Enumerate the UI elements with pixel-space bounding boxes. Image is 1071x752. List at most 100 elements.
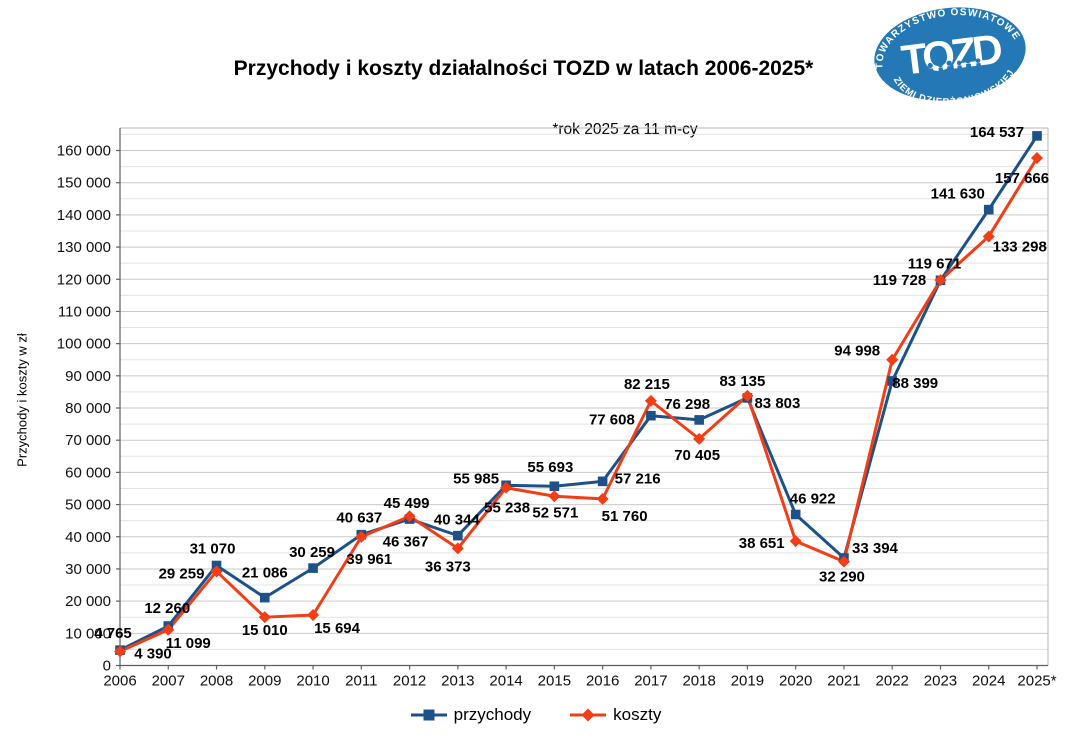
data-label-koszty: 55 238 [484, 500, 530, 517]
data-label-przychody: 40 344 [434, 512, 481, 529]
data-label-przychody: 83 135 [719, 373, 765, 390]
data-point-marker-koszty [403, 510, 416, 523]
x-tick-label: 2020 [779, 673, 812, 690]
x-tick-label: 2017 [634, 673, 667, 690]
x-tick-label: 2024 [972, 673, 1005, 690]
data-label-koszty: 39 961 [346, 551, 392, 568]
data-point-marker-koszty [210, 565, 223, 578]
data-label-przychody: 88 399 [892, 375, 938, 392]
y-tick-label: 30 000 [65, 561, 111, 578]
data-label-przychody: 33 394 [852, 540, 899, 557]
x-tick-label: 2010 [296, 673, 329, 690]
data-label-koszty: 133 298 [993, 238, 1047, 255]
data-point-marker-przychody [983, 204, 994, 215]
data-point-marker-koszty [258, 611, 271, 624]
x-tick-label: 2006 [103, 673, 136, 690]
legend-item-przychody: przychody [410, 705, 531, 725]
data-point-marker-koszty [307, 608, 320, 621]
data-point-marker-koszty [693, 432, 706, 445]
data-label-przychody: 45 499 [384, 495, 430, 512]
data-label-koszty: 32 290 [819, 569, 865, 586]
data-point-marker-koszty [1031, 152, 1043, 165]
data-point-marker-koszty [548, 490, 561, 503]
y-tick-label: 20 000 [65, 593, 111, 610]
data-label-przychody: 164 537 [970, 124, 1024, 141]
data-label-przychody: 46 922 [790, 490, 836, 507]
series-line-przychody [118, 134, 1039, 652]
data-label-przychody: 31 070 [190, 540, 236, 557]
x-tick-label: 2011 [345, 673, 377, 690]
y-tick-label: 0 [103, 658, 111, 675]
data-label-przychody: 40 637 [336, 510, 382, 527]
data-label-przychody: 30 259 [289, 544, 335, 561]
x-tick-label: 2025* [1017, 673, 1056, 690]
x-tick-label: 2018 [682, 673, 715, 690]
series-line-koszty [118, 156, 1039, 653]
y-tick-label: 40 000 [65, 529, 111, 546]
legend: przychody koszty [0, 705, 1071, 725]
data-label-koszty: 4 390 [134, 645, 172, 662]
data-label-koszty: 15 694 [314, 620, 361, 637]
data-point-marker-przychody [453, 530, 463, 541]
data-point-marker-przychody [549, 481, 560, 492]
koszty-legend-marker-icon [570, 708, 607, 722]
data-label-koszty: 36 373 [425, 558, 471, 575]
data-label-koszty: 11 099 [166, 635, 211, 652]
data-label-koszty: 94 998 [834, 343, 880, 360]
data-label-przychody: 4 765 [94, 625, 132, 642]
data-label-przychody: 57 216 [615, 470, 661, 487]
chart-title: Przychody i koszty działalności TOZD w l… [233, 57, 814, 80]
data-point-marker-przychody [308, 563, 318, 573]
data-point-marker-koszty [451, 542, 464, 555]
x-tick-label: 2015 [538, 673, 571, 690]
data-point-marker-przychody [259, 592, 270, 603]
x-tick-label: 2012 [393, 673, 426, 690]
data-point-marker-koszty [114, 645, 126, 658]
x-tick-label: 2008 [200, 673, 233, 690]
chart-subtitle: *rok 2025 za 11 m-cy [552, 121, 698, 138]
y-tick-label: 130 000 [57, 239, 111, 256]
x-tick-label: 2023 [924, 673, 957, 690]
data-label-przychody: 76 298 [664, 396, 710, 413]
data-point-marker-koszty [596, 492, 609, 505]
x-tick-label: 2022 [876, 673, 909, 690]
data-label-przychody: 55 693 [527, 459, 573, 476]
data-label-koszty: 52 571 [532, 504, 578, 521]
data-label-koszty: 83 803 [754, 395, 800, 412]
logo-ellipse [874, 7, 1026, 101]
data-label-koszty: 46 367 [383, 533, 429, 550]
data-label-koszty: 157 666 [995, 170, 1049, 187]
data-point-marker-koszty [644, 394, 657, 407]
data-label-przychody: 12 260 [144, 600, 190, 617]
data-label-przychody: 119 671 [908, 255, 961, 272]
data-point-marker-przychody [790, 509, 801, 520]
x-tick-label: 2009 [248, 673, 281, 690]
data-point-marker-przychody [887, 376, 898, 386]
data-point-marker-koszty [162, 623, 175, 636]
y-tick-label: 150 000 [57, 175, 111, 192]
x-tick-label: 2021 [827, 673, 860, 690]
data-label-przychody: 77 608 [589, 412, 635, 429]
x-tick-label: 2019 [731, 673, 764, 690]
legend-item-koszty: koszty [569, 705, 661, 725]
y-tick-label: 70 000 [65, 432, 111, 449]
y-tick-label: 50 000 [65, 497, 111, 514]
y-tick-label: 90 000 [65, 368, 111, 385]
data-label-koszty: 29 259 [159, 565, 205, 582]
y-tick-label: 140 000 [57, 207, 111, 224]
data-label-koszty: 15 010 [242, 622, 288, 639]
data-label-koszty: 70 405 [674, 447, 720, 464]
data-point-marker-przychody [694, 415, 704, 425]
data-label-koszty: 82 215 [624, 376, 670, 393]
x-tick-label: 2013 [441, 673, 474, 690]
data-point-marker-koszty [789, 535, 802, 548]
y-tick-label: 60 000 [65, 464, 111, 481]
data-point-marker-przychody [1032, 131, 1042, 141]
data-point-marker-koszty [886, 353, 899, 366]
x-tick-label: 2007 [152, 673, 185, 690]
legend-label-koszty: koszty [613, 705, 662, 724]
data-label-przychody: 21 086 [242, 565, 288, 582]
przychody-legend-marker-icon [410, 709, 447, 721]
